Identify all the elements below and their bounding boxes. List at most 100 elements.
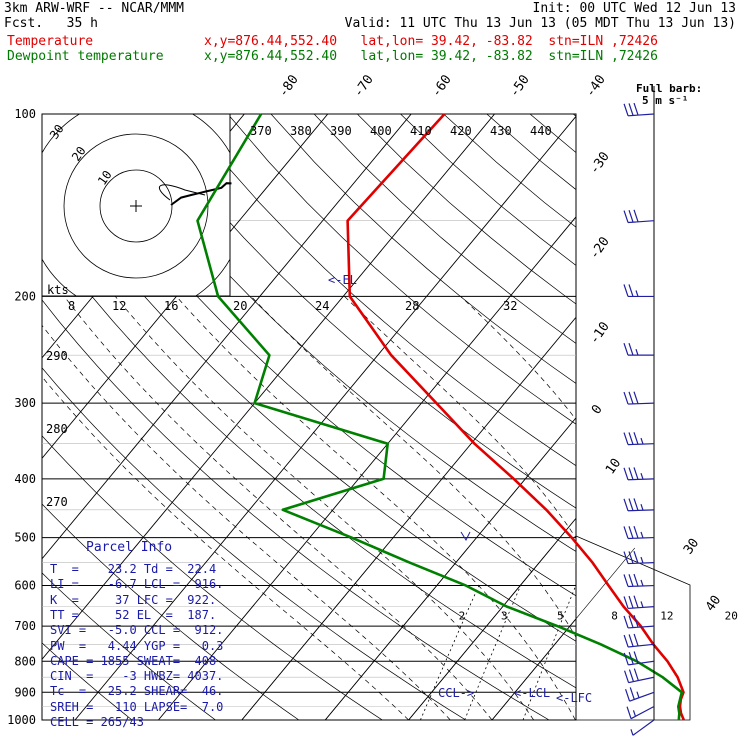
wind-barb [623, 342, 654, 356]
dry-adiabat [42, 299, 550, 720]
model-title: 3km ARW-WRF -- NCAR/MMM [4, 1, 185, 16]
wind-barb-flag [623, 284, 629, 297]
isotherm-extension [241, 547, 385, 721]
moist-adiabat [176, 296, 576, 720]
moist-adiabat [115, 296, 534, 720]
wind-barb-half [630, 729, 634, 736]
wind-barb-half [640, 601, 644, 608]
dry-adiabat [270, 114, 576, 384]
wind-barb-flag [628, 209, 634, 223]
init-time: Init: 00 UTC Wed 12 Jun 13 [532, 1, 737, 16]
isotherm-label: 40 [703, 593, 724, 614]
pressure-tick-label: 400 [14, 472, 36, 486]
moist-adiabat [593, 296, 740, 720]
dry-adiabat [443, 114, 576, 228]
dry-adiabat [42, 642, 133, 720]
isotherm-line [42, 114, 495, 660]
theta-label: 280 [46, 422, 68, 436]
moist-adiabat [63, 296, 493, 720]
isotherm-line [158, 216, 576, 720]
isotherm-label: -60 [429, 72, 455, 100]
hodograph-rings [42, 114, 230, 296]
lfc-label: <-LFC [556, 691, 592, 705]
wind-barb-flag [633, 525, 639, 539]
wind-barb [623, 391, 655, 405]
dry-adiabat [703, 114, 740, 720]
isotherm-line [74, 115, 576, 720]
wind-barb [623, 102, 655, 117]
theta-label: 370 [250, 124, 272, 138]
mixing-ratio-label: 8 [611, 609, 618, 622]
theta-label: 400 [370, 124, 392, 138]
theta-label: 420 [450, 124, 472, 138]
wind-barb [624, 687, 655, 702]
mixing-ratio-label: 12 [660, 609, 673, 622]
barb-key-label: Full barb: [636, 82, 702, 95]
moist-adiabat [715, 296, 740, 720]
wind-barb-flag [623, 615, 629, 629]
wind-barb [623, 209, 655, 224]
wind-barb [623, 525, 655, 540]
isotherm-label: -40 [583, 72, 609, 100]
wind-barb-half [635, 290, 639, 297]
wind-barb-flag [626, 706, 632, 719]
theta-label: 390 [330, 124, 352, 138]
temperature-legend: Temperature [7, 34, 94, 49]
parcel-info-row: TT = 52 EL = 187. [50, 607, 217, 622]
hodograph-axis-label: 16 [164, 299, 178, 313]
isotherm-extension-lines [241, 535, 691, 721]
wind-barb-flag [633, 651, 639, 664]
parcel-info-title: Parcel Info [86, 540, 173, 555]
wind-barb-staff [627, 443, 655, 446]
hodograph-ring [99, 169, 173, 243]
wind-barb-flag [628, 391, 634, 405]
wind-barb-staff [627, 584, 655, 588]
lcl-label: <-LCL [514, 686, 550, 700]
dry-adiabat [572, 114, 576, 117]
wind-barb-staff [628, 660, 655, 666]
wind-barb-flag [623, 498, 629, 511]
ccl-label: CCL-> [438, 686, 474, 700]
dry-adiabat [660, 114, 740, 720]
dry-adiabat [54, 114, 576, 597]
wind-barb [623, 498, 655, 512]
dewpoint-location: x,y=876.44,552.40 lat,lon= 39.42, -83.82… [204, 49, 658, 64]
wind-barb [623, 432, 655, 446]
parcel-info-row: K = 37 LFC = 922. [50, 592, 217, 607]
wind-barb [623, 633, 655, 648]
pressure-tick-label: 600 [14, 579, 36, 593]
wind-barb-staff [627, 536, 655, 540]
wind-barb-flag [628, 342, 634, 356]
barb-key-unit: 5 m s⁻¹ [642, 94, 688, 107]
isotherm-line [324, 417, 576, 720]
wind-barb-half [640, 556, 644, 564]
dry-adiabat [400, 114, 576, 266]
hodograph-unit-label: kts [47, 283, 69, 297]
isotherm-label: 0 [589, 402, 606, 417]
wind-barb [623, 595, 655, 610]
el-label: <-EL [328, 273, 357, 287]
wind-barb-staff [627, 478, 655, 481]
wind-barb-flag [628, 284, 634, 297]
pressure-tick-label: 100 [14, 107, 36, 121]
wind-barb-flag [623, 574, 629, 587]
pressure-tick-label: 900 [14, 685, 36, 699]
isotherm-label: -20 [587, 234, 613, 262]
dry-adiabat [227, 114, 576, 425]
wind-barb-flag [633, 595, 639, 608]
dry-adiabat [42, 231, 576, 689]
wind-barb-flag [633, 391, 639, 404]
hodograph-trace [170, 182, 232, 206]
wind-barb-flag [633, 498, 639, 511]
wind-barb-flag [633, 573, 639, 587]
theta-label: 440 [530, 124, 552, 138]
wind-barb-half [640, 437, 644, 445]
moist-adiabat [42, 324, 451, 720]
mixing-ratio-line [464, 585, 521, 720]
wind-barb-flag [628, 615, 634, 628]
dewpoint-legend: Dewpoint temperature [7, 49, 164, 64]
dry-adiabat [486, 114, 576, 191]
pressure-tick-label: 700 [14, 619, 36, 633]
wind-barb-half [640, 473, 644, 480]
hodograph-ring-label: 20 [69, 144, 89, 164]
